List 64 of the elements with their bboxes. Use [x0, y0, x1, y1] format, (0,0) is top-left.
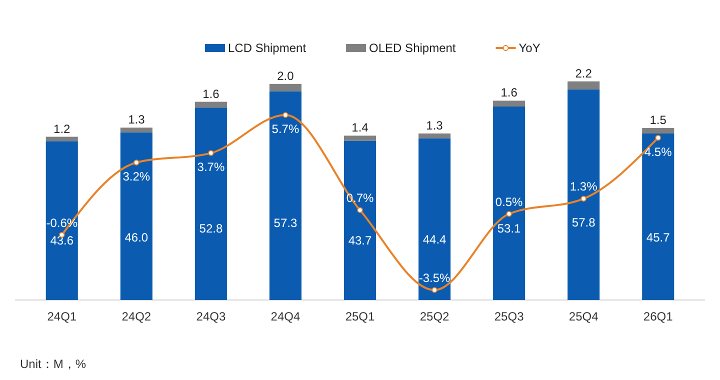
- bar: [344, 140, 376, 300]
- data-label: 1.3%: [570, 180, 598, 194]
- data-label: 1.2: [54, 122, 71, 136]
- data-label: 4.5%: [644, 144, 672, 159]
- legend-label: LCD Shipment: [228, 41, 307, 55]
- x-tick-label: 25Q2: [420, 310, 450, 324]
- bar: [46, 141, 78, 300]
- point: [208, 150, 214, 156]
- data-label: 1.6: [202, 86, 220, 101]
- point: [506, 211, 512, 217]
- bar: [418, 133, 451, 138]
- x-tick-label: 24Q2: [122, 310, 152, 324]
- x-tick-label: 26Q1: [643, 310, 674, 324]
- bar: [418, 138, 451, 300]
- data-label: 1.5: [650, 113, 667, 128]
- data-label: 2.2: [575, 66, 592, 80]
- data-label: 1.4: [352, 120, 369, 135]
- bar: [269, 84, 302, 92]
- data-label: 52.8: [199, 222, 223, 236]
- bar: [568, 89, 600, 300]
- data-label: 45.7: [646, 230, 670, 245]
- bar: [194, 108, 227, 300]
- bar: [120, 132, 152, 300]
- point: [655, 134, 662, 141]
- data-label: 46.0: [124, 230, 148, 244]
- x-tick-label: 25Q4: [568, 310, 599, 324]
- data-label: 2.0: [277, 68, 294, 83]
- bar: [46, 136, 78, 142]
- data-label: 53.1: [497, 221, 522, 236]
- legend-label: OLED Shipment: [369, 41, 456, 55]
- text: Unit：M，%: [20, 357, 86, 371]
- data-label: 5.7%: [272, 122, 300, 136]
- point: [432, 287, 438, 293]
- data-label: 3.7%: [197, 160, 225, 174]
- data-label: 57.3: [274, 216, 298, 230]
- data-label: 3.2%: [122, 170, 150, 184]
- data-label: 1.6: [500, 86, 518, 100]
- x-tick-label: 24Q4: [270, 310, 300, 324]
- data-label: 1.3: [128, 112, 146, 127]
- bar: [642, 128, 674, 134]
- bar: [493, 106, 526, 300]
- bar: [269, 91, 302, 300]
- data-label: 43.7: [348, 233, 372, 248]
- point: [134, 160, 140, 166]
- bar: [642, 133, 674, 300]
- x-tick-label: 25Q3: [494, 310, 524, 324]
- bar: [568, 81, 600, 90]
- data-label: -3.5%: [418, 271, 451, 285]
- data-label: 44.4: [422, 232, 447, 246]
- bar: [493, 100, 526, 107]
- x-tick-label: 25Q1: [345, 310, 375, 324]
- point: [580, 196, 586, 202]
- bar: [120, 128, 152, 132]
- bar: [194, 102, 227, 108]
- bar: [344, 136, 376, 141]
- x-tick-label: 24Q3: [196, 310, 226, 324]
- data-label: 1.3: [426, 118, 444, 132]
- point: [282, 112, 288, 118]
- point: [357, 207, 363, 213]
- data-label: 0.5%: [495, 194, 524, 209]
- legend-label: YoY: [518, 41, 540, 55]
- data-label: 43.6: [50, 233, 74, 248]
- data-label: 57.8: [572, 215, 596, 230]
- x-tick-label: 24Q1: [47, 310, 77, 324]
